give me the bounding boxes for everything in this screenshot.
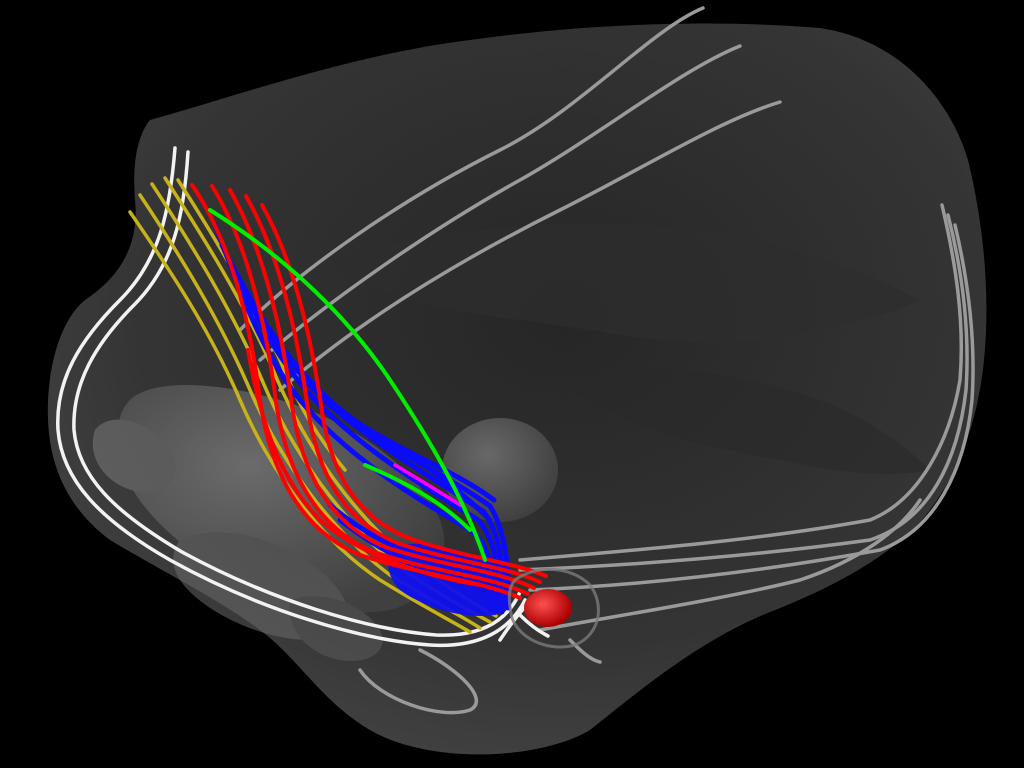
gray-fiber — [238, 6, 705, 332]
gray-fiber — [528, 223, 975, 592]
red-fiber — [244, 194, 542, 584]
red-fiber — [260, 203, 548, 578]
gray-fiber — [568, 638, 602, 664]
white-fiber — [518, 613, 550, 638]
gray-fiber — [258, 44, 742, 362]
gray-fiber — [518, 203, 964, 562]
gray-fiber-tract — [238, 6, 975, 715]
gray-fiber — [538, 498, 922, 632]
green-fiber-tract — [208, 208, 487, 562]
magenta-fiber — [393, 463, 462, 507]
red-fiber-tract — [190, 183, 548, 600]
red-fiber — [228, 188, 536, 590]
gray-fiber — [358, 648, 478, 715]
cortical-fold — [560, 369, 930, 475]
magenta-fiber-tract — [393, 463, 462, 507]
subcortical-structure — [507, 567, 600, 649]
blue-fiber — [212, 222, 495, 613]
blue-fiber — [402, 447, 493, 523]
red-fiber — [246, 348, 482, 587]
white-fiber — [56, 146, 527, 648]
blue-fiber — [243, 297, 497, 503]
red-structure — [524, 589, 572, 627]
gray-fiber — [518, 213, 969, 572]
subcortical-structure — [92, 419, 176, 493]
white-fiber — [72, 150, 522, 637]
green-fiber — [363, 463, 472, 532]
green-fiber — [208, 208, 487, 562]
red-fiber — [210, 184, 530, 596]
